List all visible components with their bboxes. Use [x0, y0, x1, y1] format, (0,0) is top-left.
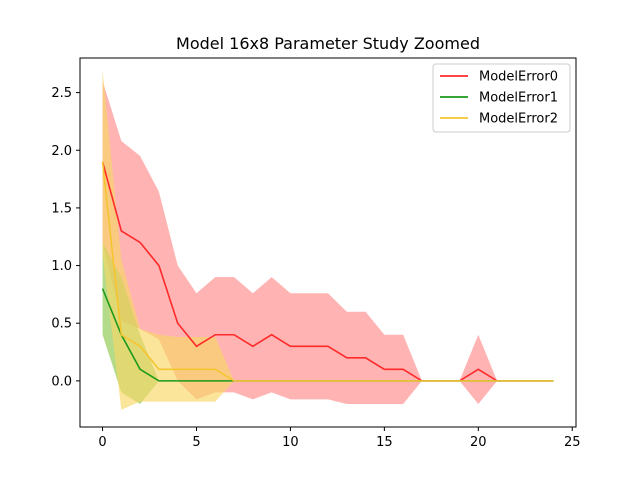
legend: ModelError0 ModelError1 ModelError2 — [432, 63, 571, 133]
x-tick-label: 0 — [98, 435, 106, 450]
y-tick-label: 1.5 — [51, 201, 72, 216]
x-axis-ticks: 0 5 10 15 20 25 — [98, 427, 581, 450]
y-tick-label: 1.0 — [51, 259, 72, 274]
y-tick-label: 2.0 — [51, 144, 72, 159]
line-modelerror2 — [101, 161, 554, 382]
x-tick-label: 5 — [192, 435, 200, 450]
y-tick-label: 2.5 — [51, 86, 72, 101]
chart-title: Model 16x8 Parameter Study Zoomed — [176, 34, 480, 53]
legend-label-modelerror0: ModelError0 — [479, 70, 558, 85]
legend-label-modelerror2: ModelError2 — [479, 112, 558, 127]
plot-frame — [79, 57, 577, 428]
x-tick-label: 15 — [376, 435, 393, 450]
legend-box — [432, 63, 571, 133]
x-tick-label: 10 — [282, 435, 299, 450]
band-modelerror0 — [102, 81, 554, 404]
y-axis-ticks: 0.0 0.5 1.0 1.5 2.0 2.5 — [51, 86, 80, 389]
band-modelerror2 — [102, 69, 554, 410]
y-tick-label: 0.5 — [51, 317, 72, 332]
series-lines — [101, 161, 554, 382]
x-tick-label: 25 — [564, 435, 581, 450]
x-tick-label: 20 — [470, 435, 487, 450]
line-modelerror0 — [101, 161, 554, 382]
error-bands — [102, 69, 554, 410]
y-tick-label: 0.0 — [51, 374, 72, 389]
legend-label-modelerror1: ModelError1 — [479, 91, 558, 106]
